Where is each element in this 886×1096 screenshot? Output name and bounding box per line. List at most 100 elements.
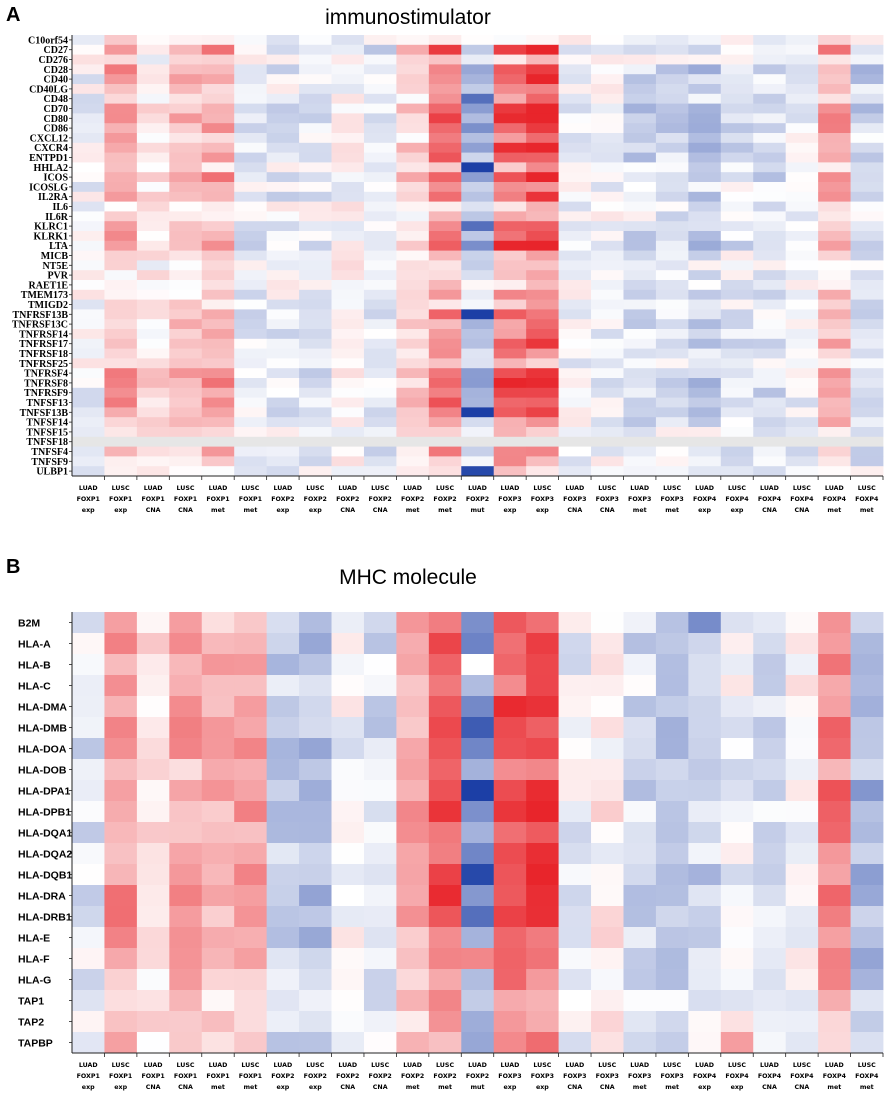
heatmap-cell [72,54,105,65]
column-label: FOXP2 [433,1073,456,1080]
column-label: LUAD [338,1062,357,1069]
heatmap-cell [720,990,754,1012]
heatmap-cell [104,864,138,886]
heatmap-cell [266,113,300,124]
heatmap-cell [720,446,754,457]
heatmap-cell [136,990,170,1012]
heatmap-cell [428,633,462,655]
heatmap-cell [461,201,495,212]
heatmap-cell [753,270,787,281]
heatmap-cell [850,906,884,928]
heatmap-cell [623,990,657,1012]
heatmap-cell [591,319,624,330]
heatmap-cell [266,654,300,676]
heatmap-cell [850,162,884,173]
heatmap-cell [526,696,559,718]
heatmap-cell [266,162,300,173]
heatmap-cell [363,35,397,46]
heatmap-cell [558,456,592,467]
heatmap-cell [623,780,657,802]
heatmap-cell [234,822,268,844]
heatmap-cell [428,348,462,359]
heatmap-cell [785,1032,819,1054]
column-label: exp [698,1084,711,1091]
heatmap-cell [396,466,430,477]
heatmap-cell [363,74,397,85]
heatmap-cell [623,319,657,330]
column-label: FOXP1 [141,1073,164,1080]
heatmap-cell [526,633,559,655]
heatmap-cell [104,182,138,193]
heatmap-cell [461,338,495,349]
heatmap-cell [591,260,624,271]
heatmap-cell [818,990,851,1012]
heatmap-cell [688,864,722,886]
column-label: CNA [146,1084,161,1091]
heatmap-cell [201,466,235,477]
heatmap-cell [136,780,170,802]
heatmap-cell [493,843,527,865]
heatmap-cell [493,759,527,781]
heatmap-cell [785,759,819,781]
heatmap-cell [688,211,722,222]
heatmap-cell [331,44,365,55]
heatmap-cell [688,446,722,457]
heatmap-cell [234,84,268,95]
heatmap-cell [461,211,495,222]
column-label: CNA [178,1084,193,1091]
heatmap-cell [818,885,851,907]
heatmap-cell [591,54,624,65]
column-label: exp [309,507,322,514]
heatmap-cell [363,133,397,144]
heatmap-cell [428,436,462,447]
heatmap-cell [720,64,754,75]
heatmap-cell [363,348,397,359]
heatmap-cell [331,466,365,477]
heatmap-cell [850,969,884,991]
heatmap-cell [201,417,235,428]
column-label: CNA [600,1084,615,1091]
heatmap-cell [753,54,787,65]
heatmap-cell [169,162,203,173]
heatmap-cell [720,466,754,477]
heatmap-cell [850,93,884,104]
heatmap-cell [655,387,689,398]
heatmap-cell [234,990,268,1012]
heatmap-cell [785,456,819,467]
heatmap-cell [201,201,235,212]
heatmap-cell [363,780,397,802]
heatmap-cell [818,801,851,823]
heatmap-cell [104,759,138,781]
column-label: met [406,507,420,514]
panel-b-heatmap: B2MHLA-AHLA-BHLA-CHLA-DMAHLA-DMBHLA-DOAH… [18,612,884,1091]
heatmap-cell [396,759,430,781]
heatmap-cell [850,172,884,183]
heatmap-cell [753,397,787,408]
heatmap-cell [461,1011,495,1033]
heatmap-cell [234,436,268,447]
heatmap-cell [655,54,689,65]
heatmap-cell [591,348,624,359]
heatmap-cell [558,358,592,369]
row-label: HLA-B [18,660,51,672]
heatmap-cell [526,456,559,467]
heatmap-cell [299,348,332,359]
heatmap-cell [234,299,268,310]
heatmap-cell [299,446,332,457]
heatmap-cell [331,191,365,202]
heatmap-cell [169,338,203,349]
heatmap-cell [201,906,235,928]
heatmap-cell [136,822,170,844]
heatmap-cell [753,436,787,447]
heatmap-cell [753,387,787,398]
heatmap-cell [428,948,462,970]
heatmap-cell [234,44,268,55]
heatmap-cell [331,123,365,134]
heatmap-cell [526,738,559,760]
heatmap-cell [785,969,819,991]
heatmap-cell [396,948,430,970]
column-label: LUSC [436,485,454,492]
heatmap-cell [169,289,203,300]
heatmap-cell [623,211,657,222]
heatmap-cell [104,358,138,369]
